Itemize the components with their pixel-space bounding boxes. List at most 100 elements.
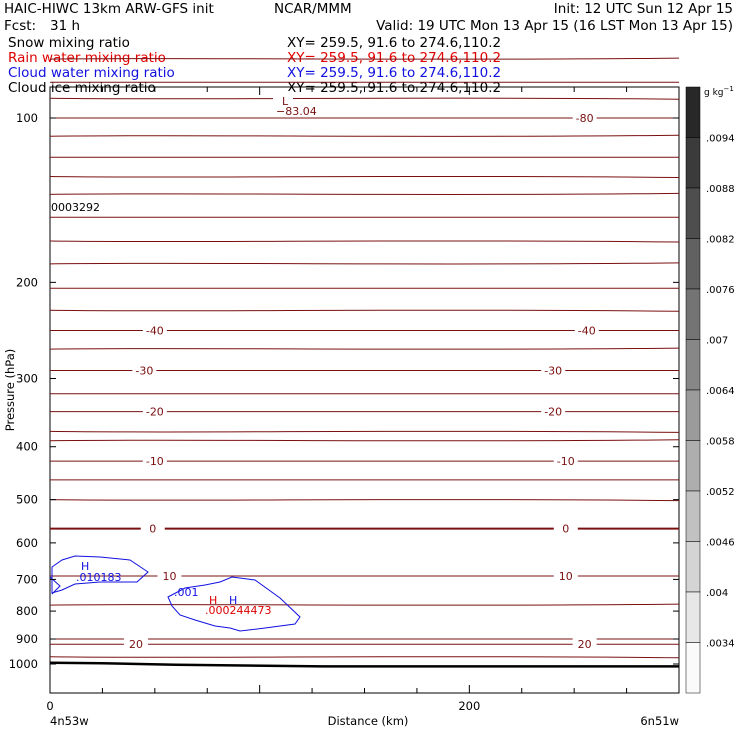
contour-label-bg <box>140 522 165 534</box>
contour-label-bg <box>142 405 167 417</box>
legend-cloud-ice-name: Cloud ice mixing ratio <box>8 80 156 96</box>
legend-cloud-ice-xy: XY= 259.5, 91.6 to 274.6,110.2 <box>287 80 501 96</box>
contour-label-bg <box>572 112 597 123</box>
temperature-isoline <box>49 134 680 137</box>
temperature-isoline <box>49 57 680 60</box>
contour-label: 20 <box>129 638 143 651</box>
cloud-water-contour-left <box>49 555 149 595</box>
colorbar-swatch <box>685 137 701 189</box>
temperature-contour-20 <box>49 643 680 646</box>
temperature-isoline <box>49 656 680 659</box>
y-tick-label: 200 <box>16 275 38 289</box>
colorbar-tick-label: .004 <box>706 588 728 599</box>
valid-time: Valid: 19 UTC Mon 13 Apr 15 (16 LST Mon … <box>376 18 733 34</box>
y-tick-label: 300 <box>16 372 38 386</box>
header: HAIC-HIWC 13km ARW-GFS init NCAR/MMM Ini… <box>4 1 733 34</box>
terrain-line <box>49 661 679 668</box>
y-tick-label: 1000 <box>9 657 38 671</box>
fcst-value: 31 h <box>50 18 80 34</box>
colorbar-swatch <box>685 440 701 492</box>
org: NCAR/MMM <box>274 1 352 17</box>
cloud-high-value: .010183 <box>76 571 122 584</box>
legend-snow-xy: XY= 259.5, 91.6 to 274.6,110.2 <box>287 35 501 51</box>
annotations: L −83.04 0003292 H .010183 .001 H H .000… <box>51 91 317 617</box>
colorbar-tick-label: .0046 <box>706 538 735 549</box>
temperature-isoline <box>49 439 680 442</box>
plot-frame <box>49 86 680 694</box>
legend-cloud-water-name: Cloud water mixing ratio <box>8 65 175 81</box>
init-time: Init: 12 UTC Sun 12 Apr 15 <box>554 1 733 17</box>
colorbar-swatch <box>685 642 701 694</box>
contour-label-bg <box>553 522 578 534</box>
y-tick-label: 400 <box>16 440 38 454</box>
contour-label: -10 <box>146 455 164 468</box>
cloud-water-contours <box>49 555 301 632</box>
temperature-contour--30 <box>49 369 680 372</box>
temperature-isoline <box>49 192 680 196</box>
colorbar-swatch <box>685 490 701 542</box>
colorbar-swatch <box>685 389 701 441</box>
contour-label-bg <box>132 364 157 376</box>
colorbar-tick-label: .0034 <box>706 639 735 650</box>
contour-label: -30 <box>135 364 153 377</box>
contour-label: -40 <box>578 324 596 337</box>
contour-label-bg <box>541 364 566 376</box>
rain-cloud-high-marker: H <box>229 594 237 607</box>
colorbar-tick-label: .0076 <box>706 285 735 296</box>
contour-label-bg <box>142 455 167 467</box>
contour-label-bg <box>123 638 148 650</box>
contour-label: -30 <box>544 364 562 377</box>
cloud-water-contour-center <box>167 576 301 632</box>
x-tick-label: 200 <box>458 699 480 713</box>
rain-high-marker: H <box>209 594 217 607</box>
cloud-high-marker: H <box>81 560 89 573</box>
colorbar-swatch <box>685 86 701 138</box>
contour-label: -40 <box>146 324 164 337</box>
y-tick-label: 500 <box>16 493 38 507</box>
colorbar-unit-text: g kg <box>704 88 724 98</box>
legend-rain-xy: XY= 259.5, 91.6 to 274.6,110.2 <box>287 50 501 66</box>
temperature-isoline <box>49 97 680 100</box>
contour-label: -20 <box>544 406 562 419</box>
cloud-contour-label: .001 <box>174 586 199 599</box>
colorbar-tick-label: .0052 <box>706 487 735 498</box>
colorbar-swatch <box>685 591 701 643</box>
colorbar-swatch <box>685 541 701 593</box>
low-marker: L <box>282 95 289 108</box>
contour-label: 10 <box>559 570 573 583</box>
colorbar-tick-label: .0082 <box>706 235 735 246</box>
x-axis: 0 200 <box>46 87 680 713</box>
contour-label: 0 <box>149 523 156 536</box>
contour-label-bg <box>553 455 578 467</box>
x-tick-label: 0 <box>46 699 53 713</box>
y-tick-label: 900 <box>16 632 38 646</box>
snow-value: 0003292 <box>51 201 100 214</box>
temperature-contour--40 <box>49 329 680 332</box>
left-endpoint: 4n53w <box>50 714 89 728</box>
contour-label: -80 <box>576 112 594 125</box>
colorbar-swatch <box>685 238 701 290</box>
y-tick-label: 100 <box>16 111 38 125</box>
colorbar-unit-exp: −1 <box>724 85 734 93</box>
temperature-isoline <box>49 309 680 312</box>
legend-snow-name: Snow mixing ratio <box>8 35 130 51</box>
temperature-isoline <box>49 262 680 265</box>
contour-label-bg <box>574 324 599 336</box>
low-label-bg <box>273 91 293 101</box>
colorbar-unit: g kg−1 <box>704 85 734 98</box>
title: HAIC-HIWC 13km ARW-GFS init <box>4 1 214 17</box>
temperature-isoline <box>49 240 680 243</box>
colorbar-tick-label: .0064 <box>706 386 735 397</box>
right-endpoint: 6n51w <box>640 714 679 728</box>
contour-label: -10 <box>557 455 575 468</box>
low-value: −83.04 <box>276 105 317 118</box>
x-axis-label: Distance (km) <box>328 714 409 728</box>
temperature-isoline <box>49 498 680 502</box>
temperature-isoline <box>49 603 680 606</box>
temperature-isoline <box>49 430 680 433</box>
contour-label: 0 <box>562 523 569 536</box>
temperature-isoline <box>49 347 680 350</box>
y-axis-label: Pressure (hPa) <box>3 349 17 432</box>
